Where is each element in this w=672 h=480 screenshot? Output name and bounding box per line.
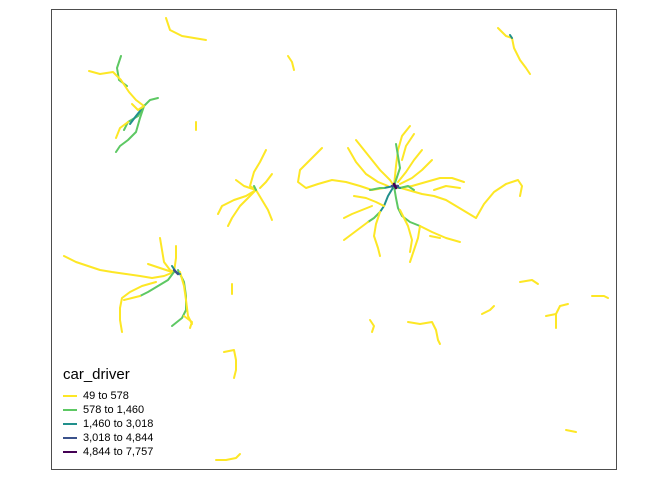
route-line	[353, 195, 385, 207]
legend-title: car_driver	[63, 366, 130, 383]
route-line	[63, 255, 175, 279]
route-line	[143, 97, 159, 107]
route-line	[545, 303, 569, 317]
route-line	[123, 295, 141, 301]
route-line	[591, 295, 609, 299]
route-line	[379, 185, 395, 213]
route-line	[235, 179, 257, 191]
route-line	[409, 225, 421, 263]
route-line	[419, 225, 461, 243]
route-line	[159, 237, 175, 273]
route-fragments-south	[215, 279, 609, 461]
legend-swatch	[63, 437, 77, 439]
route-line	[171, 269, 187, 327]
legend-swatch	[63, 395, 77, 397]
route-line	[183, 315, 193, 329]
route-line	[343, 205, 373, 219]
route-line	[399, 209, 413, 253]
route-line	[297, 147, 385, 191]
route-line	[131, 103, 145, 111]
legend-label: 4,844 to 7,757	[83, 446, 154, 458]
route-line	[253, 185, 257, 191]
map-legend: car_driver 49 to 578 578 to 1,460 1,460 to…	[63, 366, 153, 459]
route-line	[565, 429, 577, 433]
legend-label: 49 to 578	[83, 390, 129, 402]
route-line	[393, 185, 477, 219]
route-line	[397, 149, 423, 183]
route-line	[433, 185, 461, 191]
legend-item: 578 to 1,460	[63, 403, 153, 417]
route-line	[343, 221, 369, 241]
route-line	[509, 34, 513, 39]
route-line	[88, 70, 145, 107]
route-line	[227, 189, 257, 227]
route-line	[259, 173, 273, 189]
route-line	[519, 279, 539, 285]
route-line	[139, 271, 175, 297]
route-line	[173, 245, 177, 273]
legend-label: 578 to 1,460	[83, 404, 145, 416]
route-line	[249, 149, 267, 191]
route-line	[255, 189, 273, 221]
route-line	[129, 105, 145, 125]
route-line	[287, 55, 295, 71]
legend-swatch	[63, 423, 77, 425]
legend-swatch	[63, 409, 77, 411]
route-line	[497, 27, 531, 75]
route-line	[217, 189, 257, 215]
map-panel	[51, 9, 617, 470]
route-line	[367, 211, 381, 223]
route-line	[223, 349, 237, 379]
route-line	[373, 211, 381, 257]
route-line	[429, 235, 441, 239]
route-line	[115, 121, 129, 139]
legend-item: 3,018 to 4,844	[63, 431, 153, 445]
route-cluster-southwest	[63, 237, 193, 333]
route-line	[399, 159, 433, 185]
route-line	[475, 179, 523, 219]
route-line	[179, 271, 193, 325]
route-cluster-northwest	[88, 55, 159, 153]
legend-label: 3,018 to 4,844	[83, 432, 154, 444]
legend-item: 4,844 to 7,757	[63, 445, 153, 459]
route-line	[392, 182, 398, 190]
route-cluster-center-east	[297, 125, 523, 263]
route-line	[481, 305, 495, 315]
legend-item: 1,460 to 3,018	[63, 417, 153, 431]
route-line	[369, 319, 375, 333]
route-line	[347, 147, 389, 187]
route-line	[115, 105, 145, 153]
route-line	[369, 187, 385, 191]
route-line	[401, 133, 415, 161]
route-fragments-north	[165, 17, 531, 131]
route-line	[215, 453, 241, 461]
route-line	[399, 185, 415, 191]
route-line	[147, 263, 173, 273]
legend-label: 1,460 to 3,018	[83, 418, 154, 430]
legend-items: 49 to 578 578 to 1,460 1,460 to 3,018 3,018…	[63, 389, 153, 459]
route-line	[165, 17, 207, 41]
route-cluster-center-west	[217, 149, 273, 227]
route-line	[119, 281, 157, 333]
legend-item: 49 to 578	[63, 389, 153, 403]
route-line	[407, 321, 441, 345]
legend-swatch	[63, 451, 77, 453]
route-line	[393, 143, 401, 187]
route-line	[172, 268, 180, 276]
route-line	[355, 139, 395, 187]
